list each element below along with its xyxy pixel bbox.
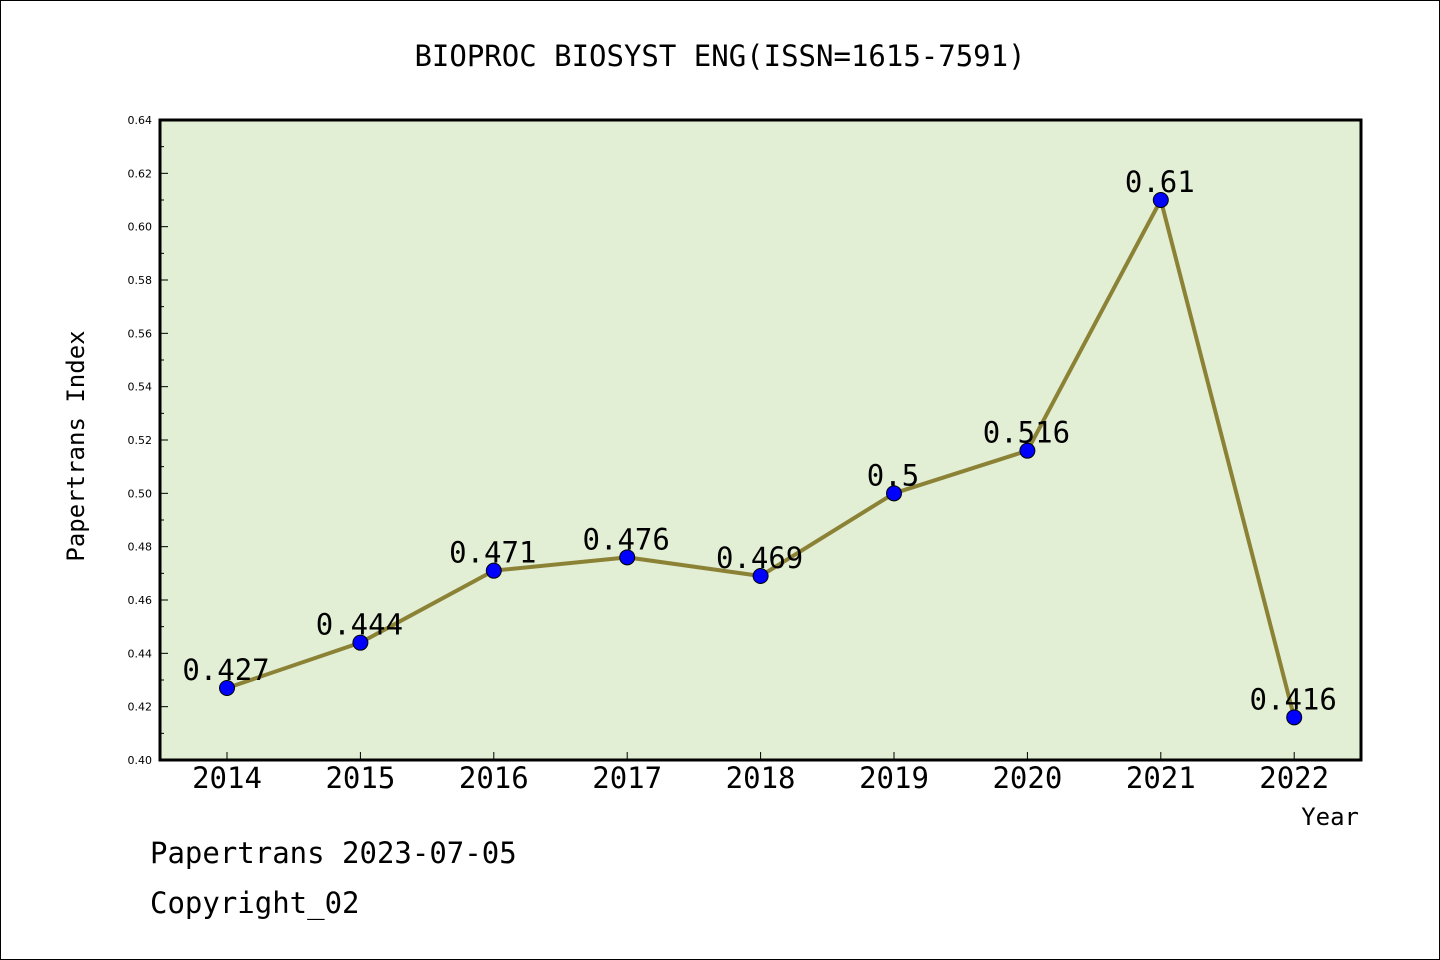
x-tick-label: 2014 bbox=[192, 761, 262, 795]
y-tick-label: 0.60 bbox=[128, 221, 153, 234]
y-tick-label: 0.42 bbox=[128, 701, 153, 714]
data-label: 0.5 bbox=[867, 458, 919, 492]
data-label: 0.427 bbox=[182, 653, 269, 687]
data-point bbox=[1019, 442, 1036, 459]
data-label: 0.469 bbox=[716, 541, 803, 575]
data-point bbox=[619, 549, 636, 566]
y-tick-label: 0.50 bbox=[128, 487, 153, 500]
y-tick-label: 0.46 bbox=[128, 594, 153, 607]
data-point bbox=[352, 634, 369, 651]
series-group: 0.427 0.444 0.471 0.476 0.469 0.5 0.516 0.61 0.4… bbox=[182, 165, 1337, 726]
data-point bbox=[752, 568, 769, 584]
x-tick-label: 2021 bbox=[1126, 761, 1196, 795]
y-axis-label: Papertrans Index bbox=[62, 330, 90, 561]
y-tick-label: 0.62 bbox=[128, 167, 153, 180]
plot-area bbox=[158, 118, 1363, 762]
y-tick-label: 0.40 bbox=[128, 754, 153, 767]
y-axis-ticks: 0.40 0.42 0.44 0.46 0.48 0.50 0.52 0.54 0.56 0.58… bbox=[128, 114, 168, 767]
x-tick-label: 2017 bbox=[592, 761, 662, 795]
data-label: 0.476 bbox=[583, 522, 670, 556]
data-point bbox=[886, 485, 902, 502]
x-axis-ticks: 2014 2015 2016 2017 2018 2019 2020 2021 2022 bbox=[192, 752, 1329, 795]
data-label: 0.444 bbox=[316, 608, 403, 642]
x-tick-label: 2016 bbox=[459, 761, 529, 795]
y-tick-label: 0.54 bbox=[128, 381, 153, 394]
y-tick-label: 0.56 bbox=[128, 327, 153, 340]
x-tick-label: 2018 bbox=[726, 761, 796, 795]
data-label: 0.61 bbox=[1125, 165, 1195, 199]
data-label: 0.471 bbox=[449, 536, 536, 570]
data-label: 0.416 bbox=[1250, 682, 1337, 716]
y-tick-label: 0.48 bbox=[128, 541, 153, 554]
footer-date: Papertrans 2023-07-05 bbox=[150, 836, 517, 870]
data-point bbox=[1152, 192, 1169, 208]
data-point bbox=[485, 562, 502, 579]
data-point bbox=[1286, 709, 1303, 726]
data-label: 0.516 bbox=[983, 416, 1070, 450]
x-tick-label: 2019 bbox=[859, 761, 929, 795]
footer-copyright: Copyright_02 bbox=[150, 886, 360, 920]
x-tick-label: 2015 bbox=[325, 761, 395, 795]
chart-title: BIOPROC BIOSYST ENG(ISSN=1615-7591) bbox=[414, 39, 1025, 73]
y-tick-label: 0.64 bbox=[128, 114, 153, 127]
y-tick-label: 0.58 bbox=[128, 274, 153, 287]
x-tick-label: 2020 bbox=[992, 761, 1062, 795]
y-tick-label: 0.44 bbox=[128, 647, 153, 660]
y-tick-label: 0.52 bbox=[128, 434, 153, 447]
x-axis-label: Year bbox=[1301, 803, 1359, 831]
x-tick-label: 2022 bbox=[1259, 761, 1329, 795]
data-point bbox=[219, 680, 235, 696]
